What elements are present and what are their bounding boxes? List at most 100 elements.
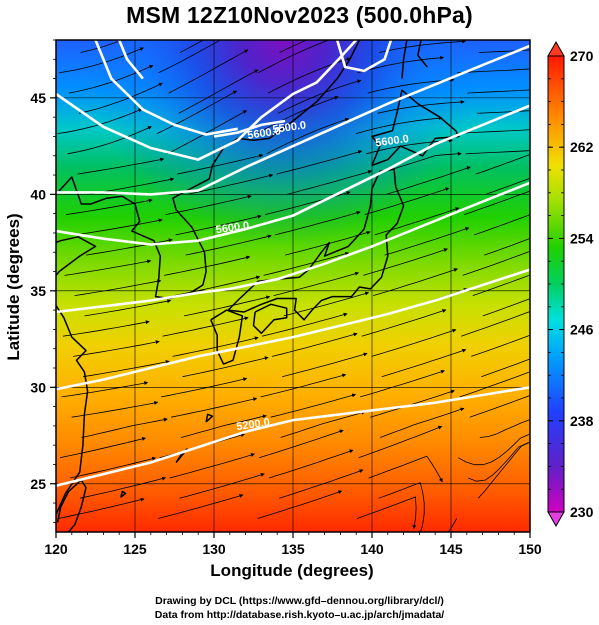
streamline [165,194,252,215]
streamline [61,381,149,398]
coastline [56,176,123,205]
streamline [270,393,357,418]
coastline [210,309,244,365]
contour-label: 5600.0 [215,220,250,237]
streamline [65,198,153,215]
height-contour [213,119,286,138]
streamline [368,455,443,483]
coastline [120,490,127,498]
y-tick-label: 40 [30,186,46,202]
streamline [266,117,350,155]
streamline [161,377,248,398]
streamline [355,116,443,134]
streamline [459,371,530,398]
streamline [283,291,370,317]
height-contour [117,40,144,80]
streamline [268,449,354,479]
coastline [401,40,408,79]
height-contour [56,44,530,196]
streamline [263,251,350,276]
streamline [358,425,443,459]
credits-drawing: Drawing by DCL (https://www.gfd–dennou.o… [155,595,444,607]
streamline [70,456,157,479]
streamline [386,166,471,195]
coastline [227,168,405,321]
streamline [258,429,344,459]
colorbar-tick-label: 254 [570,230,594,246]
coastline [371,89,460,167]
streamline [58,497,145,519]
streamline [276,150,363,175]
colorbar-min-extend-triangle [547,511,565,528]
streamline [360,369,445,398]
streamline [58,47,144,74]
streamline [371,328,457,357]
coastline [252,303,288,335]
streamline [175,214,262,236]
streamline [475,154,530,175]
colorbar-tick-label: 270 [570,48,594,64]
streamline [277,79,362,114]
streamline [257,40,330,74]
contour-label: 5600.0 [375,133,410,150]
streamline [356,496,417,530]
streamline [367,77,455,94]
streamline [461,311,530,337]
streamline [373,268,458,296]
credits: Drawing by DCL (https://www.gfd–dennou.o… [0,594,599,622]
x-axis: 120 125 130 135 140 145 150 [44,532,542,557]
streamline [257,490,343,519]
streamline [177,153,264,175]
streamline [68,65,154,94]
plot-title: MSM 12Z10Nov2023 (500.0hPa) [126,2,473,28]
streamline [83,360,170,378]
streamline [166,110,248,155]
height-contour [94,40,238,136]
x-tick-label: 150 [518,541,542,557]
x-axis-label: Longitude (degrees) [210,561,373,580]
x-tick-label: 140 [360,541,384,557]
streamline [179,472,265,499]
height-contour [335,40,393,73]
temperature-colorbar: 270 262 254 246 238 230 [547,40,594,528]
height-contour [56,181,530,314]
streamline [77,157,165,175]
streamline [361,309,447,337]
streamline [462,250,530,276]
colorbar-ticks: 270 262 254 246 238 230 [548,48,594,520]
streamline [275,210,361,236]
streamline [380,407,465,438]
streamline [73,340,160,357]
streamline [86,238,173,256]
coastline [175,448,188,463]
streamline [458,433,530,466]
height-contour [56,386,530,487]
streamline [484,238,530,256]
streamline [474,214,530,236]
streamline [180,414,267,438]
streamline [363,248,448,276]
streamline [467,89,530,94]
streamline [172,336,259,357]
contour-label: 5600.0 [247,125,282,142]
streamline [178,69,259,114]
streamline [280,410,366,438]
streamline [182,356,269,378]
height-contour [56,104,530,246]
streamline [157,494,244,519]
height-contour [56,268,530,391]
streamline [164,255,251,276]
streamline [162,316,249,337]
streamline [79,82,163,114]
streamline [80,476,167,499]
y-axis: 25 30 35 40 45 [30,39,56,523]
coastline [56,236,97,515]
colorbar-max-extend-triangle [547,40,565,57]
streamline [282,352,368,378]
streamline [272,332,358,357]
streamline [59,436,147,459]
colorbar-tick-label: 230 [570,504,594,520]
streamline [478,441,530,499]
